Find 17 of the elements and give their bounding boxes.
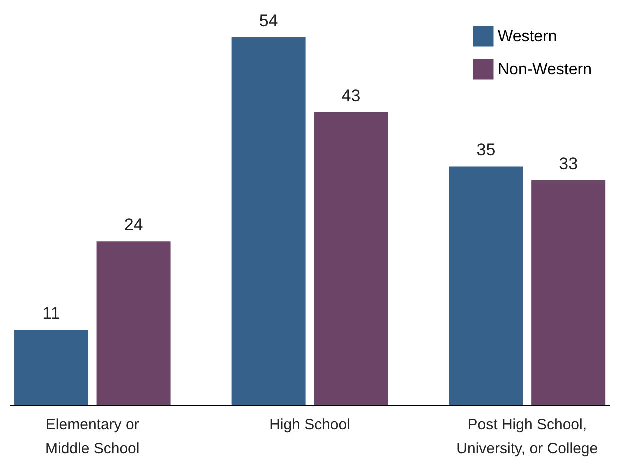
data-label: 11 [42,304,60,324]
data-label: 43 [342,86,361,106]
bar [532,180,606,405]
x-tick-label: Post High School, University, or College [456,416,598,458]
bar [232,37,306,405]
data-label: 24 [124,216,144,235]
x-tick-label: Elementary or Middle School [46,416,140,458]
bar [14,330,88,405]
data-label: 35 [476,140,496,160]
bar [96,242,171,405]
bar [449,166,524,405]
x-tick-label: High School [270,416,350,434]
data-label: 33 [559,154,578,174]
legend-label: Western [498,28,558,46]
legend-label: Non-Western [498,62,592,78]
bar [314,112,388,405]
data-label: 54 [259,11,278,30]
